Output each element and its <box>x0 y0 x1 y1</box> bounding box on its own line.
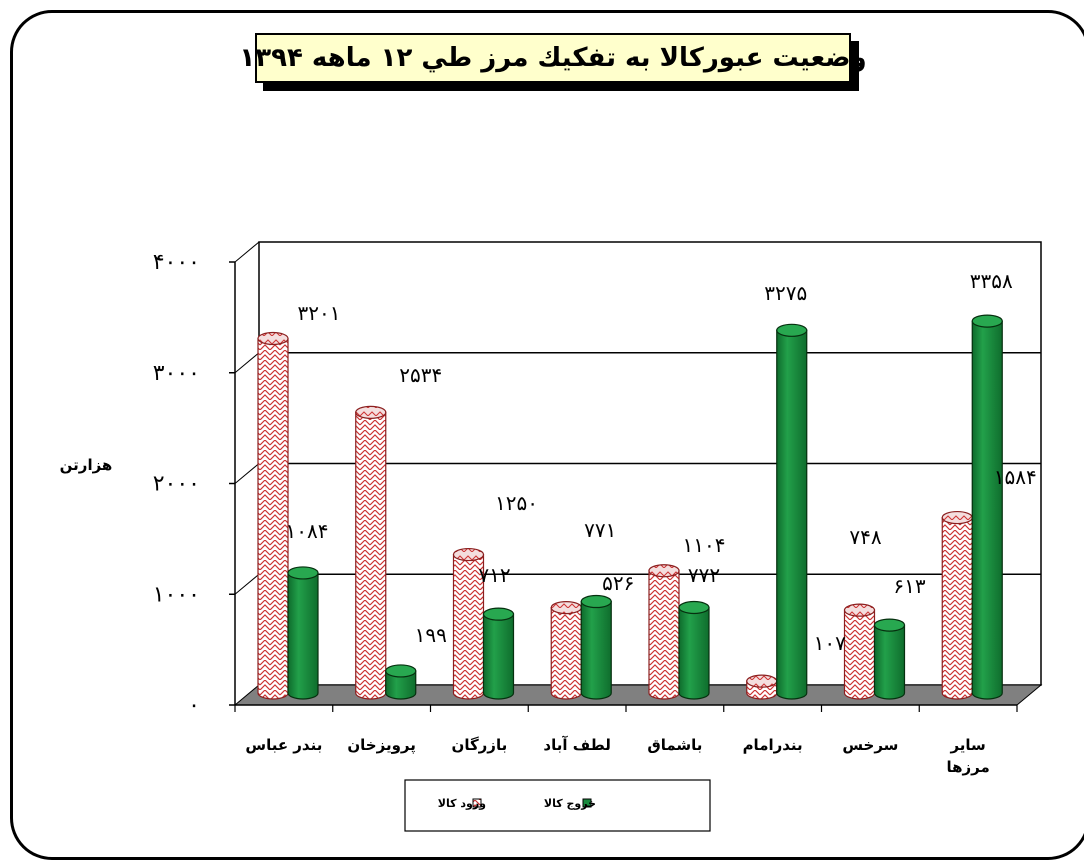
y-tick-label: ۲۰۰۰ <box>153 472 200 497</box>
bar-outbound-body <box>482 613 515 700</box>
x-category-label: پرويزخان <box>347 736 416 755</box>
bar-outbound-top <box>482 607 515 621</box>
bar-inbound <box>452 547 485 700</box>
bar-outbound-top <box>580 594 612 609</box>
bar-inbound-top <box>257 331 289 346</box>
data-label: ۷۴۸ <box>849 525 881 549</box>
gridline-side <box>234 352 260 374</box>
bar-outbound-body <box>580 600 612 700</box>
bar-outbound-body <box>776 329 808 700</box>
bar-inbound-body <box>257 337 289 700</box>
legend-label-inbound: ورود کالا <box>438 797 486 810</box>
bar-outbound <box>873 618 906 700</box>
bar-inbound <box>648 564 680 700</box>
bar-inbound-top <box>550 601 582 615</box>
chart-title: وضعیت عبورکالا به تفکیك مرز طي ۱۲ ماهه ۱… <box>239 43 867 73</box>
bar-inbound-top <box>355 405 387 419</box>
bar-inbound-top <box>648 564 680 578</box>
bar-outbound-body <box>385 670 417 700</box>
bar-outbound <box>482 607 515 700</box>
bar-inbound <box>746 674 778 700</box>
x-category-label: بازرگان <box>452 736 508 754</box>
bar-inbound <box>941 510 973 700</box>
x-category-label: بندرامام <box>743 736 803 754</box>
bar-outbound-body <box>678 606 710 700</box>
bar-outbound-body <box>287 572 319 700</box>
bar-outbound-body <box>873 624 906 700</box>
bar-outbound <box>385 664 417 700</box>
data-label: ۱۲۵۰ <box>495 491 538 515</box>
data-label: ۱۵۸۴ <box>994 465 1037 489</box>
bar-inbound-body <box>843 609 876 700</box>
bar-inbound-body <box>941 516 973 700</box>
bar-inbound-body <box>550 607 582 700</box>
data-label: ۶۱۳ <box>893 574 925 598</box>
legend-swatch-outbound <box>582 798 592 808</box>
bar-inbound <box>355 405 387 700</box>
bar-inbound <box>257 331 289 700</box>
bar-inbound-top <box>746 674 778 688</box>
chart-title-box: وضعیت عبورکالا به تفکیك مرز طي ۱۲ ماهه ۱… <box>239 33 867 83</box>
data-label: ۱۹۹ <box>415 623 447 647</box>
bar-inbound <box>843 603 876 700</box>
bar-inbound-top <box>941 510 973 525</box>
bar-outbound <box>287 566 319 700</box>
bar-outbound <box>580 594 612 700</box>
data-label: ۲۵۳۴ <box>399 363 442 387</box>
x-category-label: بندر عباس <box>245 736 322 754</box>
y-tick-label: ۱۰۰۰ <box>153 582 200 607</box>
gridline-side <box>234 463 260 484</box>
gridline-side <box>234 573 260 595</box>
bar-outbound-top <box>971 314 1003 328</box>
y-tick-label: ۰ <box>188 693 200 718</box>
data-label: ۱۰۷ <box>814 631 846 655</box>
data-label: ۱۰۸۴ <box>286 519 329 543</box>
y-axis-title: هزارتن <box>60 456 113 474</box>
x-category-label: مرزها <box>946 758 989 776</box>
bar-outbound <box>971 314 1003 700</box>
data-label: ۱۱۰۴ <box>683 533 726 557</box>
bar-outbound-top <box>287 566 319 580</box>
legend-swatch-inbound <box>472 798 482 808</box>
bar-inbound <box>550 601 582 700</box>
y-tick-label: ۳۰۰۰ <box>153 361 200 386</box>
data-label: ۳۲۷۵ <box>764 281 807 305</box>
bar-inbound-body <box>648 570 680 700</box>
bar-outbound-top <box>678 600 710 615</box>
bar-outbound-top <box>776 323 808 337</box>
bar-outbound-top <box>873 618 906 632</box>
x-category-label: سرخس <box>842 736 898 754</box>
chart-canvas: ۰ ۱۰۰۰ ۲۰۰۰ ۳۰۰۰ ۴۰۰۰ هزارتن بندر عباس پرويزخان… <box>60 241 1043 832</box>
x-category-label: باشماق <box>647 736 702 754</box>
bar-outbound-top <box>385 664 417 678</box>
bar-outbound <box>776 323 808 700</box>
y-tick-label: ۴۰۰۰ <box>153 250 200 275</box>
side-wall-top <box>234 241 260 263</box>
legend-label-outbound: خروج کالا <box>544 797 596 811</box>
data-label: ۳۳۵۸ <box>970 269 1013 293</box>
x-category-label: ساير <box>949 736 985 754</box>
x-category-label: لطف آباد <box>543 736 610 754</box>
legend-box <box>404 779 711 832</box>
data-label: ۷۱۲ <box>478 563 510 587</box>
data-label: ۳۲۰۱ <box>298 301 341 325</box>
bar-inbound-top <box>843 603 876 617</box>
data-label: ۵۲۶ <box>602 571 634 595</box>
bar-inbound-body <box>355 411 387 700</box>
bar-inbound-top <box>452 547 485 562</box>
bar-outbound-body <box>971 320 1003 700</box>
bar-outbound <box>678 600 710 700</box>
data-label: ۷۷۲ <box>688 563 720 587</box>
data-label: ۷۷۱ <box>584 518 616 542</box>
